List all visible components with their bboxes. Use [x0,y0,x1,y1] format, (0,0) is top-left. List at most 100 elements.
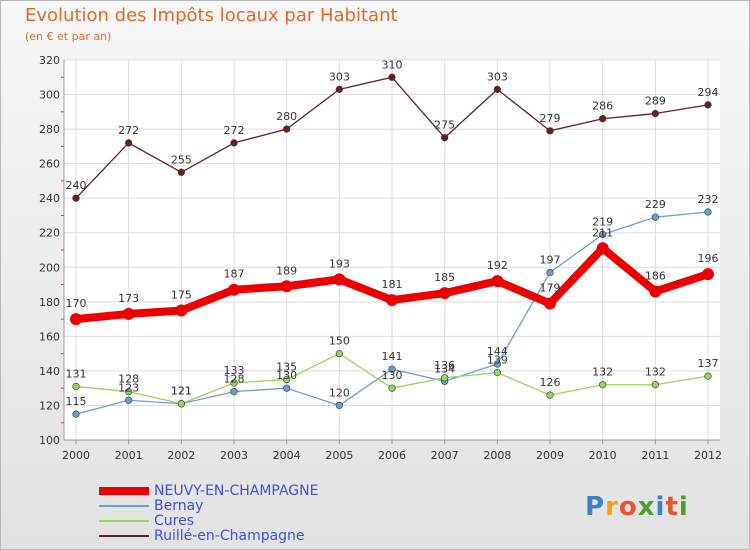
data-label: 133 [224,364,245,377]
data-label: 141 [382,350,403,363]
y-tick-label: 160 [39,330,60,343]
data-point [283,384,291,392]
data-label: 272 [224,124,245,137]
data-label: 193 [329,257,350,270]
data-point [599,230,607,239]
data-label: 130 [276,369,297,382]
legend-label: Cures [154,512,195,529]
data-point [122,307,135,320]
data-label: 192 [487,259,508,272]
data-point [230,139,238,147]
chart-title: Evolution des Impôts locaux par Habitant [25,5,398,26]
logo-letter: i [678,492,689,522]
x-tick-label: 2009 [536,449,564,462]
y-tick-label: 280 [39,123,60,136]
data-label: 197 [540,253,561,266]
data-label: 219 [592,215,613,228]
y-tick-label: 140 [39,365,60,378]
data-label: 229 [645,198,666,211]
data-label: 131 [66,367,87,380]
data-point [438,287,451,300]
data-label: 130 [382,369,403,382]
series-ruill-en-champagne [72,73,712,202]
x-tick-label: 2011 [641,449,669,462]
data-label: 134 [434,362,455,375]
data-label: 181 [382,278,403,291]
data-point [175,304,188,317]
data-point [702,268,714,281]
data-point [441,374,449,382]
data-label: 132 [645,366,666,379]
data-label: 137 [698,357,719,370]
y-tick-label: 220 [39,227,60,240]
data-point [283,125,291,133]
y-tick-label: 240 [39,192,60,205]
x-tick-label: 2005 [325,449,353,462]
legend-label: Ruillé-en-Champagne [154,527,305,544]
data-label: 289 [645,95,666,108]
data-point [493,85,501,93]
legend-item: Cures [99,512,318,529]
data-point [599,381,607,389]
data-label: 275 [434,119,455,132]
data-label: 286 [592,100,613,113]
data-label: 255 [171,153,192,166]
data-point [388,73,396,81]
data-label: 187 [224,268,245,281]
series-cures [72,350,712,408]
data-point [177,400,185,408]
data-label: 150 [329,335,350,348]
x-tick-label: 2002 [167,449,195,462]
logo-letter: r [605,492,619,522]
x-tick-label: 2007 [431,449,459,462]
legend-item: Ruillé-en-Champagne [99,527,318,544]
logo-letter: x [637,492,656,522]
data-label: 240 [66,179,87,192]
data-point [704,208,712,216]
proxiti-logo: Proxiti [585,492,689,522]
data-label: 121 [171,385,192,398]
data-point [125,139,133,147]
data-point [70,313,82,326]
x-tick-label: 2000 [62,449,90,462]
data-label: 279 [540,112,561,125]
data-point [651,381,659,389]
data-point [125,396,133,404]
y-tick-label: 120 [39,399,60,412]
data-label: 115 [66,395,87,408]
legend-label: Bernay [154,497,204,514]
data-point [386,294,398,307]
data-label: 139 [487,354,508,367]
series-neuvy-en-champagne [70,242,714,326]
y-tick-label: 200 [39,261,60,274]
x-tick-label: 2006 [378,449,406,462]
data-point [230,388,238,396]
data-point [651,109,659,118]
data-point [651,213,659,221]
legend-item: NEUVY-EN-CHAMPAGNE [99,483,318,499]
data-label: 170 [66,297,87,310]
data-point [335,85,343,93]
data-point [546,391,554,399]
x-tick-label: 2003 [220,449,248,462]
data-point [72,410,80,418]
data-label: 123 [118,381,139,394]
data-point [493,360,501,368]
data-point [704,101,712,109]
data-point [283,375,291,384]
logo-letter: P [585,492,606,522]
data-point [493,369,501,377]
data-label: 211 [592,226,613,239]
legend-swatch [99,519,149,522]
x-tick-label: 2010 [589,449,617,462]
data-point [230,379,238,387]
data-label: 185 [434,271,455,284]
y-tick-label: 320 [39,54,60,67]
data-point [544,297,556,310]
data-label: 272 [118,124,139,137]
data-label: 303 [487,70,508,83]
data-label: 135 [276,361,297,374]
legend-swatch [99,534,149,537]
data-label: 128 [224,373,245,386]
legend-item: Bernay [99,497,318,514]
